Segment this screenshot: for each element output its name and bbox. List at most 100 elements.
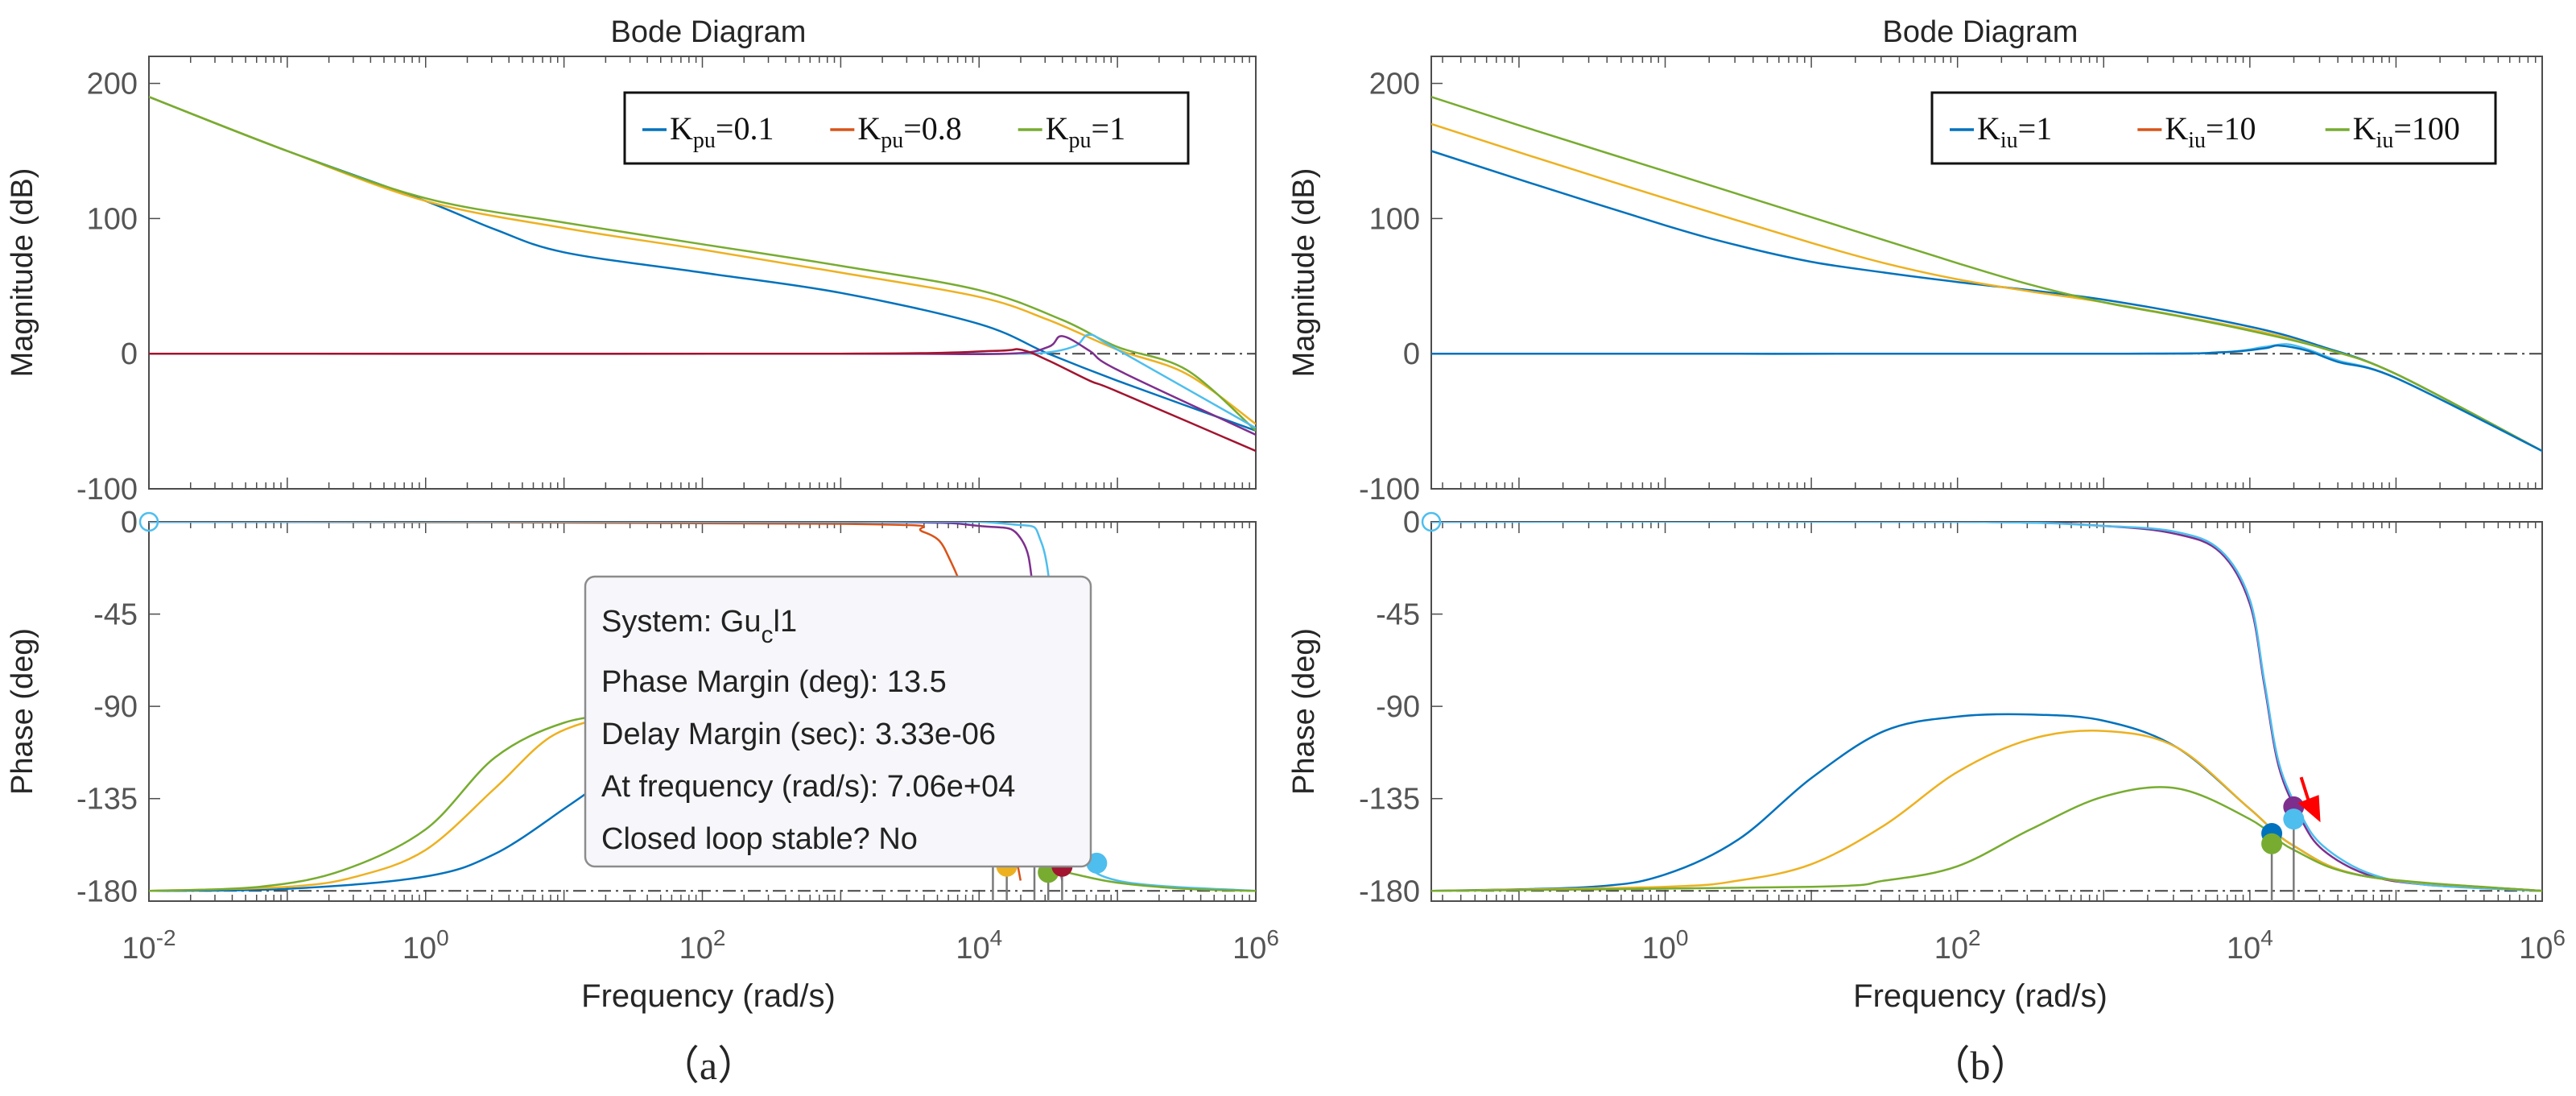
legend-subscript: iu xyxy=(2376,128,2394,153)
phase-y-tick-label: -135 xyxy=(1359,783,1420,817)
data-tip-line: Delay Margin (sec): 3.33e-06 xyxy=(601,718,996,751)
legend-name: K xyxy=(1977,110,2000,147)
data-tip-line: Closed loop stable? No xyxy=(601,822,918,856)
chart-title: Bode Diagram xyxy=(611,15,807,49)
x-tick-exponent: -2 xyxy=(156,925,176,950)
magnitude-y-tick-label: -100 xyxy=(1359,473,1420,507)
legend-name: K xyxy=(2353,110,2376,147)
x-tick-exponent: 2 xyxy=(713,925,726,950)
phase-y-tick-label: -90 xyxy=(1376,690,1420,724)
phase-y-tick-label: 0 xyxy=(121,506,138,540)
x-tick-exponent: 4 xyxy=(2260,925,2273,950)
phase-series-line-4 xyxy=(1431,786,2542,892)
phase-series-line-3 xyxy=(1431,730,2542,892)
phase-margin-marker-3 xyxy=(2283,809,2305,830)
magnitude-series-line-5 xyxy=(149,348,1256,453)
x-tick-label: 104 xyxy=(956,925,1002,966)
magnitude-series-group xyxy=(149,96,1256,453)
phase-y-tick-label: -45 xyxy=(1376,598,1420,632)
annotation-arrow-head xyxy=(2297,795,2321,823)
legend-entry-0: Kiu=1 xyxy=(1977,110,2052,153)
x-tick-base: 10 xyxy=(2227,932,2260,966)
panel-label: （a） xyxy=(659,1043,758,1088)
x-tick-label: 102 xyxy=(1934,925,1981,966)
legend-subscript: pu xyxy=(1069,128,1092,153)
magnitude-y-tick-label: 0 xyxy=(1403,337,1420,371)
phase-start-marker xyxy=(1421,511,1442,532)
data-tip-system-sub: c xyxy=(762,622,774,648)
magnitude-y-label: Magnitude (dB) xyxy=(6,168,39,378)
x-tick-base: 10 xyxy=(1232,932,1266,966)
phase-y-tick-label: -135 xyxy=(76,783,138,817)
x-axis-label: Frequency (rad/s) xyxy=(1853,978,2107,1014)
legend-entry-2: Kiu=100 xyxy=(2353,110,2460,153)
x-tick-label: 102 xyxy=(679,925,726,966)
x-axis-label: Frequency (rad/s) xyxy=(581,978,836,1014)
x-tick-exponent: 0 xyxy=(436,925,449,950)
phase-y-tick-label: -180 xyxy=(76,875,138,908)
data-tip-box xyxy=(584,575,1092,868)
magnitude-y-tick-label: 200 xyxy=(87,68,138,101)
x-tick-base: 10 xyxy=(2519,932,2553,966)
phase-series-group xyxy=(1431,522,2542,892)
data-tip-line: Phase Margin (deg): 13.5 xyxy=(601,665,947,699)
magnitude-series-line-2 xyxy=(1431,96,2542,453)
legend-name: K xyxy=(1046,110,1069,147)
magnitude-series-line-4 xyxy=(1431,344,2542,453)
data-tip-line: At frequency (rad/s): 7.06e+04 xyxy=(601,770,1015,804)
legend-name: K xyxy=(2165,110,2188,147)
phase-y-tick-label: 0 xyxy=(1403,506,1420,540)
legend-box xyxy=(1930,91,2497,165)
legend-entry-1: Kiu=10 xyxy=(2165,110,2256,153)
magnitude-y-tick-label: 100 xyxy=(87,202,138,236)
x-tick-exponent: 4 xyxy=(990,925,1003,950)
x-tick-label: 106 xyxy=(1232,925,1279,966)
panel-b: Bode Diagram2001000-1000-45-90-135-180Ma… xyxy=(1287,15,2566,1088)
magnitude-y-tick-label: 200 xyxy=(1369,68,1420,101)
legend-name: K xyxy=(857,110,881,147)
x-tick-exponent: 0 xyxy=(1676,925,1689,950)
legend-entry-0: Kpu=0.1 xyxy=(670,110,774,153)
phase-series-line-4 xyxy=(149,715,606,892)
magnitude-series-line-2 xyxy=(149,96,1256,432)
legend-entry-1: Kpu=0.8 xyxy=(857,110,961,153)
magnitude-y-tick-label: -100 xyxy=(76,473,138,507)
x-tick-base: 10 xyxy=(956,932,989,966)
legend-suffix: =1 xyxy=(2018,110,2053,147)
x-tick-exponent: 6 xyxy=(1266,925,1279,950)
magnitude-y-tick-label: 100 xyxy=(1369,202,1420,236)
x-tick-base: 10 xyxy=(679,932,713,966)
x-tick-label: 100 xyxy=(402,925,449,966)
x-tick-base: 10 xyxy=(402,932,436,966)
data-tip-system-label: System: Gu xyxy=(601,605,762,639)
legend-suffix: =0.8 xyxy=(903,110,962,147)
legend-subscript: iu xyxy=(2000,128,2018,153)
x-tick-base: 10 xyxy=(1642,932,1676,966)
x-tick-exponent: 2 xyxy=(1968,925,1981,950)
legend-name: K xyxy=(670,110,693,147)
x-tick-label: 104 xyxy=(2227,925,2273,966)
data-tip-system: System: Gucl1 xyxy=(601,605,797,648)
legend-entry-2: Kpu=1 xyxy=(1046,110,1125,153)
phase-y-tick-label: -90 xyxy=(93,690,138,724)
legend-suffix: =100 xyxy=(2393,110,2460,147)
legend-suffix: =10 xyxy=(2206,110,2256,147)
phase-y-label: Phase (deg) xyxy=(1287,628,1321,795)
legend-box xyxy=(623,91,1190,165)
x-tick-exponent: 6 xyxy=(2553,925,2566,950)
x-tick-label: 106 xyxy=(2519,925,2566,966)
legend-subscript: pu xyxy=(881,128,903,153)
phase-y-label: Phase (deg) xyxy=(6,628,39,795)
chart-title: Bode Diagram xyxy=(1883,15,2079,49)
x-tick-label: 100 xyxy=(1642,925,1689,966)
x-tick-base: 10 xyxy=(1934,932,1968,966)
panel-a: Bode Diagram2001000-1000-45-90-135-180Ma… xyxy=(6,15,1279,1088)
phase-series-line-5 xyxy=(149,711,634,892)
legend-subscript: pu xyxy=(693,128,716,153)
magnitude-y-tick-label: 0 xyxy=(121,337,138,371)
phase-y-tick-label: -180 xyxy=(1359,875,1420,908)
phase-series-line-1 xyxy=(1431,522,2542,892)
legend-suffix: =1 xyxy=(1092,110,1126,147)
magnitude-y-label: Magnitude (dB) xyxy=(1287,168,1321,378)
